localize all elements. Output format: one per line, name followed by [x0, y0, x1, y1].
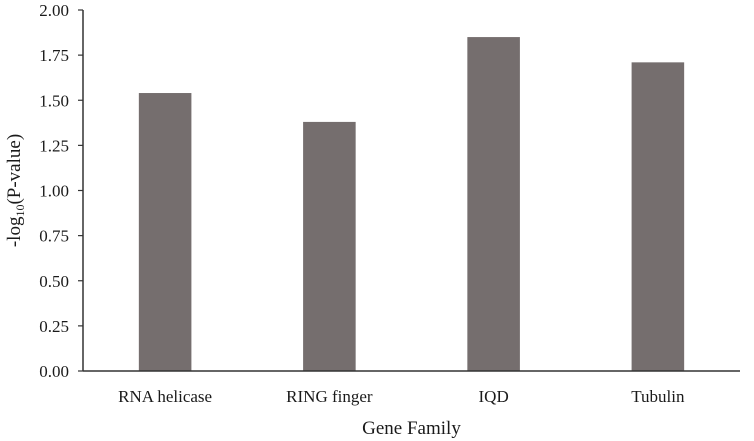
y-axis-title-main: -log	[4, 216, 25, 247]
y-tick-label: 0.00	[39, 362, 69, 381]
bars	[138, 37, 685, 371]
bar-iqd	[467, 37, 520, 371]
y-tick-label: 1.00	[39, 182, 69, 201]
y-tick-label: 0.25	[39, 317, 69, 336]
y-tick-label: 0.50	[39, 272, 69, 291]
y-tick-label: 2.00	[39, 1, 69, 20]
y-tick-label: 1.50	[39, 91, 69, 110]
bar-ring-finger	[303, 121, 356, 371]
x-axis-ticks: RNA helicase RING finger IQD Tubulin	[118, 387, 685, 406]
y-axis-title-rest: (P-value)	[4, 134, 25, 205]
x-tick-label: Tubulin	[631, 387, 685, 406]
x-tick-label: RNA helicase	[118, 387, 212, 406]
y-axis-ticks: 0.00 0.25 0.50 0.75 1.00 1.25 1.50 1.75 2.00	[39, 1, 83, 381]
x-tick-label: IQD	[479, 387, 509, 406]
y-tick-label: 1.75	[39, 46, 69, 65]
bar-rna-helicase	[138, 93, 192, 371]
y-tick-label: 0.75	[39, 227, 69, 246]
y-axis-title: -log10(P-value)	[4, 134, 27, 247]
y-axis-title-subscript: 10	[13, 205, 27, 217]
y-tick-label: 1.25	[39, 136, 69, 155]
x-tick-label: RING finger	[286, 387, 373, 406]
bar-tubulin	[631, 62, 685, 371]
x-axis-title: Gene Family	[362, 418, 461, 439]
